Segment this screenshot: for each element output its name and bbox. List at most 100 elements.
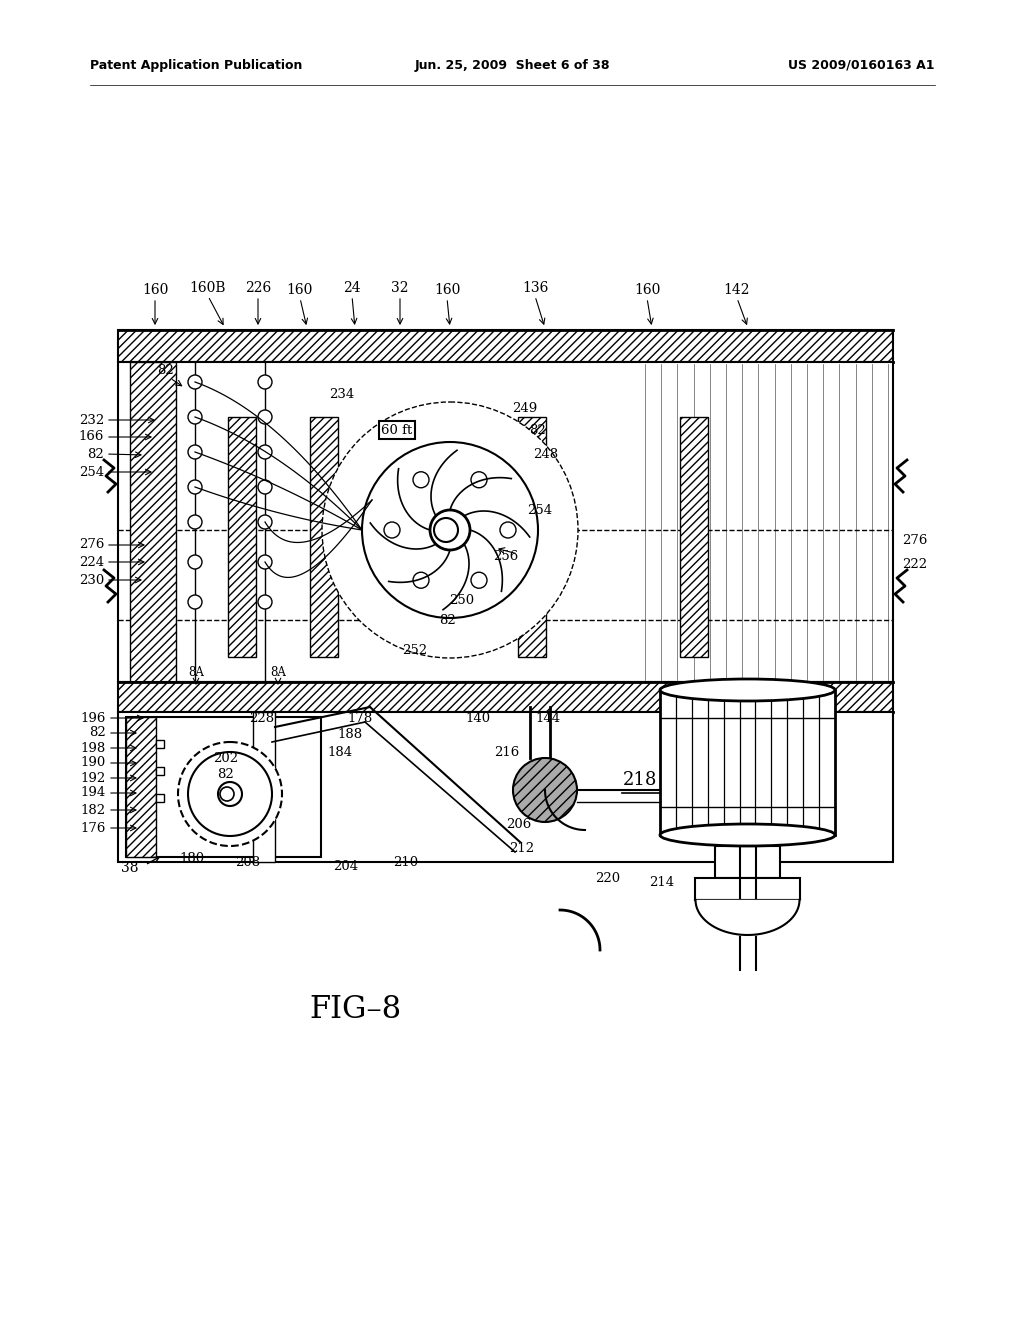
Text: 82: 82: [89, 726, 106, 739]
Text: 182: 182: [81, 804, 106, 817]
Circle shape: [258, 445, 272, 459]
Ellipse shape: [660, 678, 835, 701]
Circle shape: [413, 573, 429, 589]
Circle shape: [258, 554, 272, 569]
Text: 192: 192: [81, 771, 106, 784]
Text: 224: 224: [79, 556, 104, 569]
Text: 208: 208: [236, 855, 260, 869]
Text: 230: 230: [79, 573, 104, 586]
Circle shape: [188, 480, 202, 494]
Circle shape: [513, 758, 577, 822]
Bar: [228, 417, 256, 657]
Circle shape: [258, 375, 272, 389]
Text: 32: 32: [391, 281, 409, 294]
Text: 190: 190: [81, 756, 106, 770]
Circle shape: [258, 411, 272, 424]
Text: 210: 210: [393, 855, 419, 869]
Bar: [680, 417, 708, 657]
Circle shape: [362, 442, 538, 618]
Bar: [126, 717, 321, 857]
Text: Patent Application Publication: Patent Application Publication: [90, 58, 302, 71]
Text: 24: 24: [343, 281, 360, 294]
Text: 142: 142: [724, 282, 751, 297]
Text: 188: 188: [338, 729, 362, 742]
Text: 136: 136: [522, 281, 548, 294]
Circle shape: [188, 554, 202, 569]
Text: 234: 234: [330, 388, 354, 401]
Text: 82: 82: [157, 363, 173, 376]
Bar: [126, 717, 156, 857]
Circle shape: [434, 517, 458, 543]
Text: 276: 276: [902, 533, 928, 546]
Text: US 2009/0160163 A1: US 2009/0160163 A1: [788, 58, 935, 71]
Text: FIG–8: FIG–8: [309, 994, 401, 1026]
Text: 202: 202: [213, 751, 239, 764]
Circle shape: [413, 471, 429, 488]
Text: 276: 276: [79, 539, 104, 552]
Text: 220: 220: [595, 871, 621, 884]
Circle shape: [471, 573, 487, 589]
Circle shape: [188, 515, 202, 529]
Ellipse shape: [660, 824, 835, 846]
Text: 8A: 8A: [270, 665, 286, 678]
Bar: [118, 362, 893, 682]
Circle shape: [500, 521, 516, 539]
Text: 204: 204: [334, 859, 358, 873]
Text: 184: 184: [328, 746, 352, 759]
Text: 216: 216: [495, 746, 519, 759]
Text: 60 ft: 60 ft: [381, 424, 413, 437]
Circle shape: [258, 480, 272, 494]
Circle shape: [188, 411, 202, 424]
Text: 166: 166: [79, 430, 104, 444]
Text: 214: 214: [649, 875, 675, 888]
Text: 248: 248: [534, 449, 558, 462]
Circle shape: [220, 787, 234, 801]
Text: 82: 82: [217, 768, 233, 781]
Text: 228: 228: [250, 711, 274, 725]
Bar: [310, 417, 338, 657]
Bar: [118, 330, 893, 362]
Text: 254: 254: [527, 503, 553, 516]
Bar: [695, 878, 800, 900]
Text: 8A: 8A: [188, 665, 204, 678]
Text: 249: 249: [512, 401, 538, 414]
Text: 160: 160: [634, 282, 660, 297]
Text: 212: 212: [509, 842, 535, 854]
Circle shape: [471, 471, 487, 488]
Circle shape: [322, 403, 578, 657]
Circle shape: [178, 742, 282, 846]
Text: 82: 82: [529, 424, 547, 437]
Bar: [156, 767, 164, 775]
Circle shape: [258, 515, 272, 529]
Text: 206: 206: [507, 818, 531, 832]
Text: 82: 82: [87, 447, 104, 461]
Text: 160: 160: [141, 282, 168, 297]
Bar: [156, 795, 164, 803]
Text: 198: 198: [81, 742, 106, 755]
Text: 218: 218: [623, 771, 657, 789]
Circle shape: [258, 595, 272, 609]
Text: 226: 226: [245, 281, 271, 294]
Text: 232: 232: [79, 413, 104, 426]
Bar: [253, 711, 275, 862]
Text: 144: 144: [536, 711, 560, 725]
Bar: [130, 362, 176, 682]
Text: 256: 256: [494, 549, 518, 562]
Text: 160: 160: [287, 282, 313, 297]
Bar: [715, 846, 780, 878]
Text: 178: 178: [347, 711, 373, 725]
Text: 196: 196: [81, 711, 106, 725]
Circle shape: [188, 752, 272, 836]
Circle shape: [188, 445, 202, 459]
Text: 160B: 160B: [189, 281, 226, 294]
Bar: [518, 417, 546, 657]
Text: Jun. 25, 2009  Sheet 6 of 38: Jun. 25, 2009 Sheet 6 of 38: [415, 58, 609, 71]
Text: 194: 194: [81, 787, 106, 800]
Text: 82: 82: [438, 614, 456, 627]
Text: 222: 222: [902, 558, 927, 572]
Text: 250: 250: [450, 594, 474, 606]
Text: 252: 252: [402, 644, 428, 656]
Text: 38: 38: [121, 861, 138, 875]
Bar: [660, 690, 835, 836]
Circle shape: [188, 595, 202, 609]
